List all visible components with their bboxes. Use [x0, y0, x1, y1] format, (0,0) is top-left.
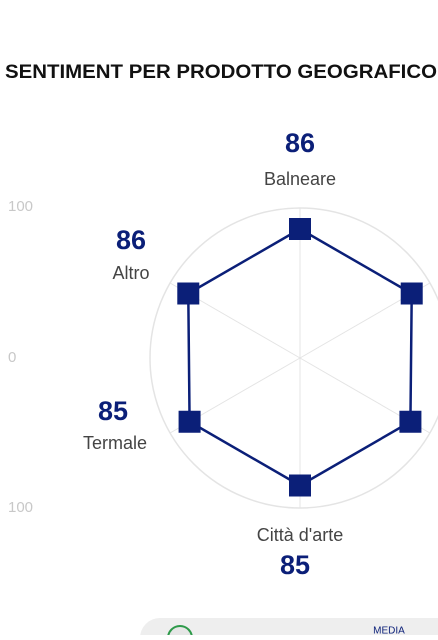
- radar-marker: [177, 282, 200, 305]
- category-label: Termale: [83, 433, 147, 453]
- category-label: Balneare: [264, 169, 336, 189]
- value-label: 86: [285, 128, 315, 158]
- value-label: 85: [280, 550, 310, 580]
- radar-marker: [399, 410, 422, 433]
- radar-marker: [289, 218, 311, 240]
- category-label: Altro: [112, 263, 149, 283]
- value-label: 85: [98, 396, 128, 426]
- value-label: 86: [116, 225, 146, 255]
- radar-marker: [400, 282, 423, 305]
- grid-circle: [149, 207, 438, 509]
- radar-marker: [289, 474, 311, 497]
- radar-marker: [178, 410, 201, 433]
- side-axis-label: 100: [8, 499, 33, 516]
- chart-title: SENTIMENT PER PRODOTTO GEOGRAFICO: [5, 62, 437, 83]
- footer-label: MEDIA: [373, 626, 405, 635]
- category-label: Città d'arte: [257, 525, 343, 545]
- side-axis-label: 100: [8, 198, 33, 215]
- side-axis-label: 0: [8, 349, 16, 366]
